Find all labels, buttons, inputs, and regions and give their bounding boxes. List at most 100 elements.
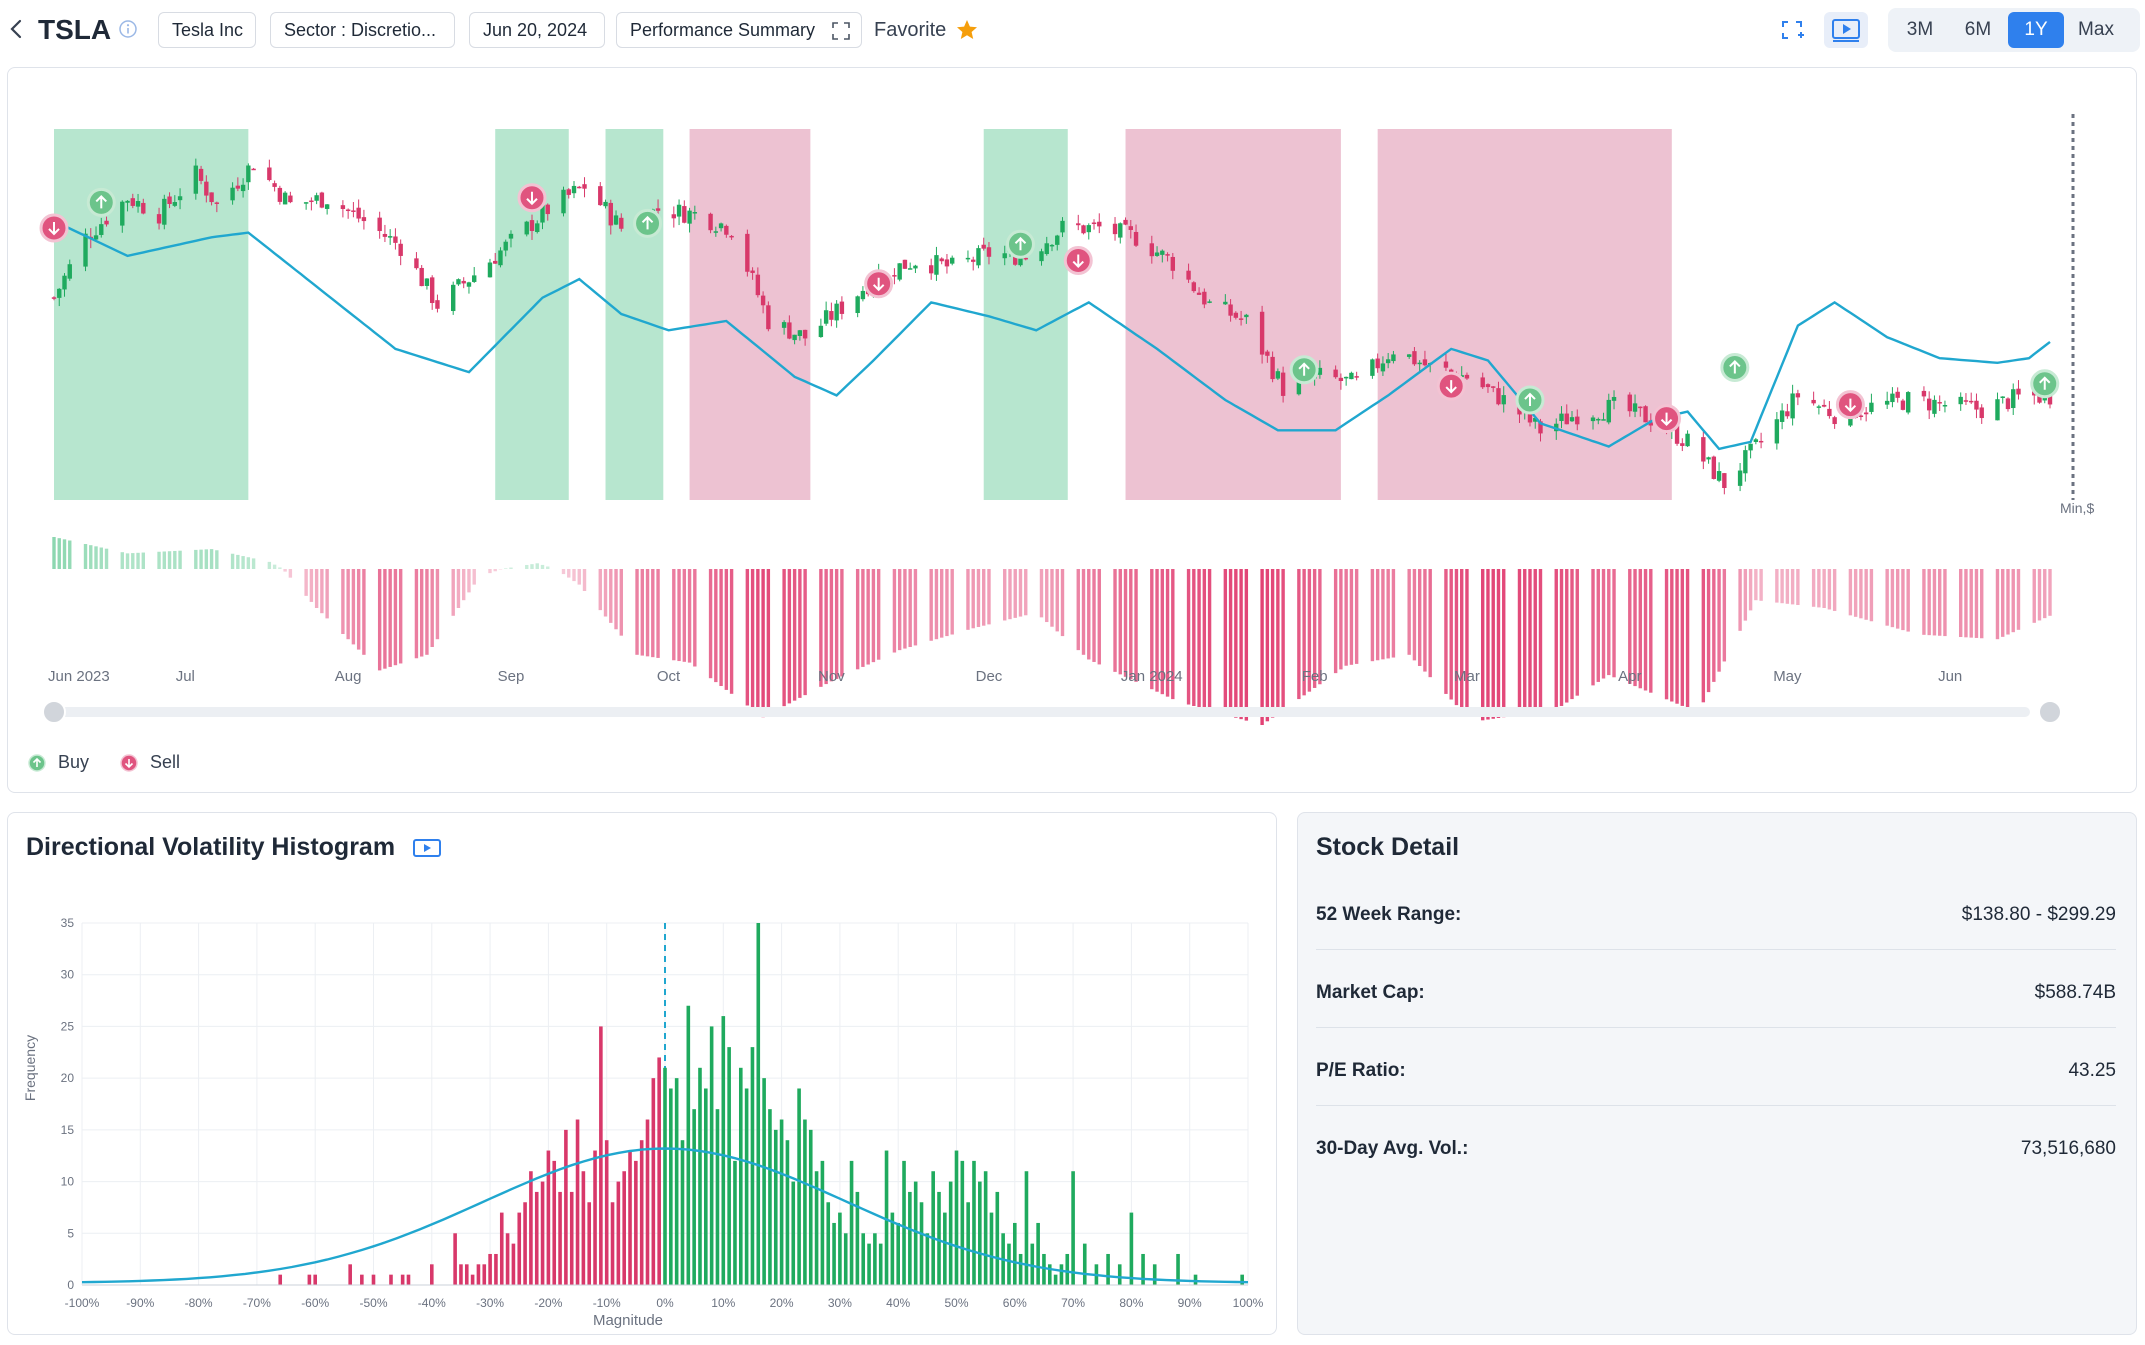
- sell-signal-marker[interactable]: [39, 213, 69, 243]
- momentum-bar: [1670, 569, 1674, 702]
- date-picker[interactable]: Jun 20, 2024: [469, 12, 605, 48]
- sell-signal-marker[interactable]: [1652, 404, 1682, 434]
- buy-signal-marker[interactable]: [1720, 352, 1750, 382]
- sell-signal-marker[interactable]: [1835, 390, 1865, 420]
- top-bar: TSLA Tesla Inc Sector : Discretio... Jun…: [0, 0, 2145, 62]
- candle-body: [1023, 257, 1028, 260]
- histogram-x-axis-label: Magnitude: [593, 1312, 663, 1329]
- sell-arrow-icon: [872, 277, 885, 292]
- fullscreen-icon: [1782, 21, 1804, 39]
- momentum-bar: [1344, 569, 1348, 666]
- momentum-bar: [1076, 569, 1080, 651]
- momentum-bar: [656, 569, 660, 658]
- candle-body: [429, 277, 435, 304]
- date-tick-label: Jun 2023: [48, 668, 110, 685]
- buy-signal-marker[interactable]: [1289, 355, 1319, 385]
- candle-body: [1627, 394, 1632, 412]
- momentum-bar: [745, 569, 750, 706]
- positive-bar: [1071, 1171, 1075, 1285]
- candle-body: [204, 181, 209, 196]
- period-6m[interactable]: 6M: [1964, 19, 1992, 40]
- candle-body: [1233, 312, 1239, 318]
- candle-body: [781, 322, 787, 328]
- candle-body: [235, 185, 241, 189]
- back-chevron-icon[interactable]: [6, 14, 26, 44]
- video-tutorial-icon[interactable]: [413, 839, 441, 859]
- momentum-bar: [1565, 569, 1569, 703]
- negative-bar: [307, 1274, 312, 1285]
- sell-signal-marker[interactable]: [517, 183, 547, 213]
- candle-body: [1165, 254, 1170, 256]
- detail-row-52-week-range: 52 Week Range: $138.80 - $299.29: [1316, 872, 2116, 950]
- momentum-bar: [1234, 569, 1238, 718]
- sell-signal-marker[interactable]: [1436, 371, 1466, 401]
- buy-signal-marker[interactable]: [633, 208, 663, 238]
- candle-body: [1795, 393, 1801, 398]
- positive-bar: [814, 1171, 819, 1285]
- price-signal-chart[interactable]: Jun 2023 Jul Aug Sep Oct Nov Dec Jan 2024 Feb Mar…: [8, 68, 2136, 738]
- momentum-bar: [1528, 569, 1532, 714]
- momentum-bar: [1113, 569, 1117, 672]
- period-3m[interactable]: 3M: [1906, 19, 1934, 40]
- momentum-bar: [714, 569, 718, 683]
- buy-arrow-icon: [1524, 392, 1536, 407]
- x-tick-label: -70%: [243, 1296, 271, 1310]
- period-1y[interactable]: 1Y: [2008, 12, 2064, 48]
- date-tick-label: Dec: [976, 668, 1003, 685]
- fullscreen-button[interactable]: [1770, 12, 1814, 48]
- momentum-bar: [824, 569, 828, 685]
- sell-signal-marker[interactable]: [1063, 246, 1093, 276]
- positive-bar: [913, 1181, 918, 1285]
- positive-bar: [989, 1212, 994, 1285]
- candle-body: [272, 183, 277, 187]
- candle-body: [1422, 359, 1428, 366]
- candle-body: [1170, 256, 1176, 271]
- x-tick-label: -30%: [476, 1296, 504, 1310]
- momentum-bar: [1628, 569, 1632, 684]
- positive-bar: [797, 1088, 801, 1285]
- signal-markers[interactable]: [39, 183, 2060, 434]
- buy-signal-marker[interactable]: [1515, 385, 1545, 415]
- period-max[interactable]: Max: [2078, 19, 2114, 40]
- candle-body: [230, 187, 235, 201]
- momentum-bar: [157, 551, 161, 569]
- range-handle-end[interactable]: [2038, 700, 2062, 724]
- candle-body: [414, 258, 419, 269]
- view-selector[interactable]: Performance Summary: [616, 12, 862, 48]
- momentum-bar: [1649, 569, 1653, 693]
- candle-body: [792, 334, 797, 341]
- date-tick-label: Jun: [1938, 668, 1962, 685]
- positive-bar: [1030, 1243, 1035, 1285]
- candle-body: [93, 235, 99, 240]
- video-tutorial-button[interactable]: [1824, 12, 1868, 48]
- buy-signal-marker[interactable]: [86, 187, 116, 217]
- negative-bar: [406, 1274, 411, 1285]
- buy-signal-marker[interactable]: [2030, 369, 2060, 399]
- candle-body: [1417, 362, 1422, 365]
- range-slider[interactable]: [42, 700, 2062, 724]
- volatility-histogram-chart[interactable]: 0 5 10 15 20 25 30 35 -100% -90% -80% -70% -60% -50% -…: [8, 883, 1276, 1333]
- momentum-bar: [1270, 569, 1275, 718]
- momentum-bar: [1223, 569, 1228, 715]
- trend-line: [53, 219, 2051, 451]
- buy-arrow-icon: [1014, 236, 1027, 251]
- momentum-bar: [861, 569, 865, 667]
- candle-body: [130, 198, 135, 206]
- sell-signal-marker[interactable]: [864, 269, 894, 299]
- momentum-bar: [1129, 569, 1133, 680]
- positive-bar: [960, 1160, 965, 1285]
- range-handle-start[interactable]: [42, 700, 66, 724]
- favorite-star-icon[interactable]: [955, 18, 979, 42]
- y-tick-label: 0: [67, 1278, 74, 1292]
- candle-body: [787, 322, 792, 339]
- negative-bar: [360, 1274, 364, 1285]
- sector-chip[interactable]: Sector : Discretio...: [270, 12, 455, 48]
- x-tick-label: -40%: [418, 1296, 446, 1310]
- range-slider-track[interactable]: [46, 707, 2030, 717]
- candle-body: [971, 259, 976, 262]
- negative-bar: [540, 1181, 545, 1285]
- detail-label: Market Cap:: [1316, 982, 1425, 1003]
- info-icon[interactable]: [118, 19, 138, 39]
- buy-signal-marker[interactable]: [1005, 229, 1035, 259]
- company-chip[interactable]: Tesla Inc: [158, 12, 256, 48]
